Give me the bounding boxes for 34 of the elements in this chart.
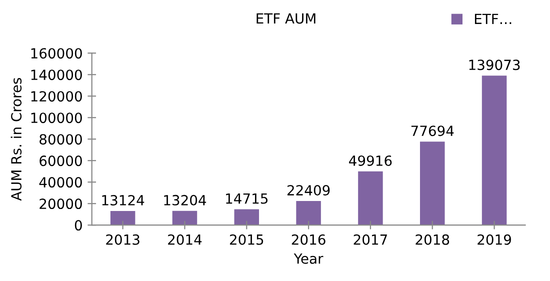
- bar: [482, 76, 507, 226]
- y-tick-label: 160000: [31, 48, 82, 59]
- y-tick-label: 140000: [31, 70, 82, 80]
- data-label: 49916: [349, 155, 392, 166]
- y-tick-label: 60000: [40, 156, 82, 166]
- x-tick-label: 2015: [230, 234, 264, 245]
- chart-title: ETF AUM: [256, 13, 316, 24]
- x-tick-label: 2019: [478, 234, 511, 245]
- x-tick-label: 2016: [292, 234, 326, 245]
- data-label: 14715: [226, 193, 268, 204]
- y-tick-label: 0: [74, 220, 82, 231]
- data-label: 77694: [411, 126, 454, 136]
- x-tick-label: 2017: [354, 234, 387, 245]
- y-tick-label: 40000: [39, 177, 82, 188]
- y-axis-title: AUM Rs. in Crores: [10, 78, 22, 201]
- y-tick-label: 100000: [31, 112, 82, 124]
- data-label: 139073: [469, 60, 520, 70]
- bar: [110, 210, 136, 226]
- bar: [358, 171, 383, 226]
- data-label: 13124: [102, 195, 144, 206]
- bar: [296, 200, 321, 226]
- bar: [234, 209, 260, 226]
- legend-label: ETF…: [474, 14, 512, 24]
- y-tick-label: 120000: [31, 91, 82, 102]
- x-tick-label: 2018: [416, 234, 450, 245]
- y-tick-label: 20000: [40, 198, 82, 210]
- data-label: 22409: [287, 185, 330, 196]
- data-label: 13204: [164, 194, 206, 206]
- bar: [172, 210, 198, 226]
- bar: [420, 142, 445, 226]
- x-tick-label: 2013: [106, 234, 140, 245]
- y-tick-label: 80000: [40, 134, 82, 145]
- x-tick-label: 2014: [168, 234, 202, 245]
- x-axis-title: Year: [294, 254, 324, 264]
